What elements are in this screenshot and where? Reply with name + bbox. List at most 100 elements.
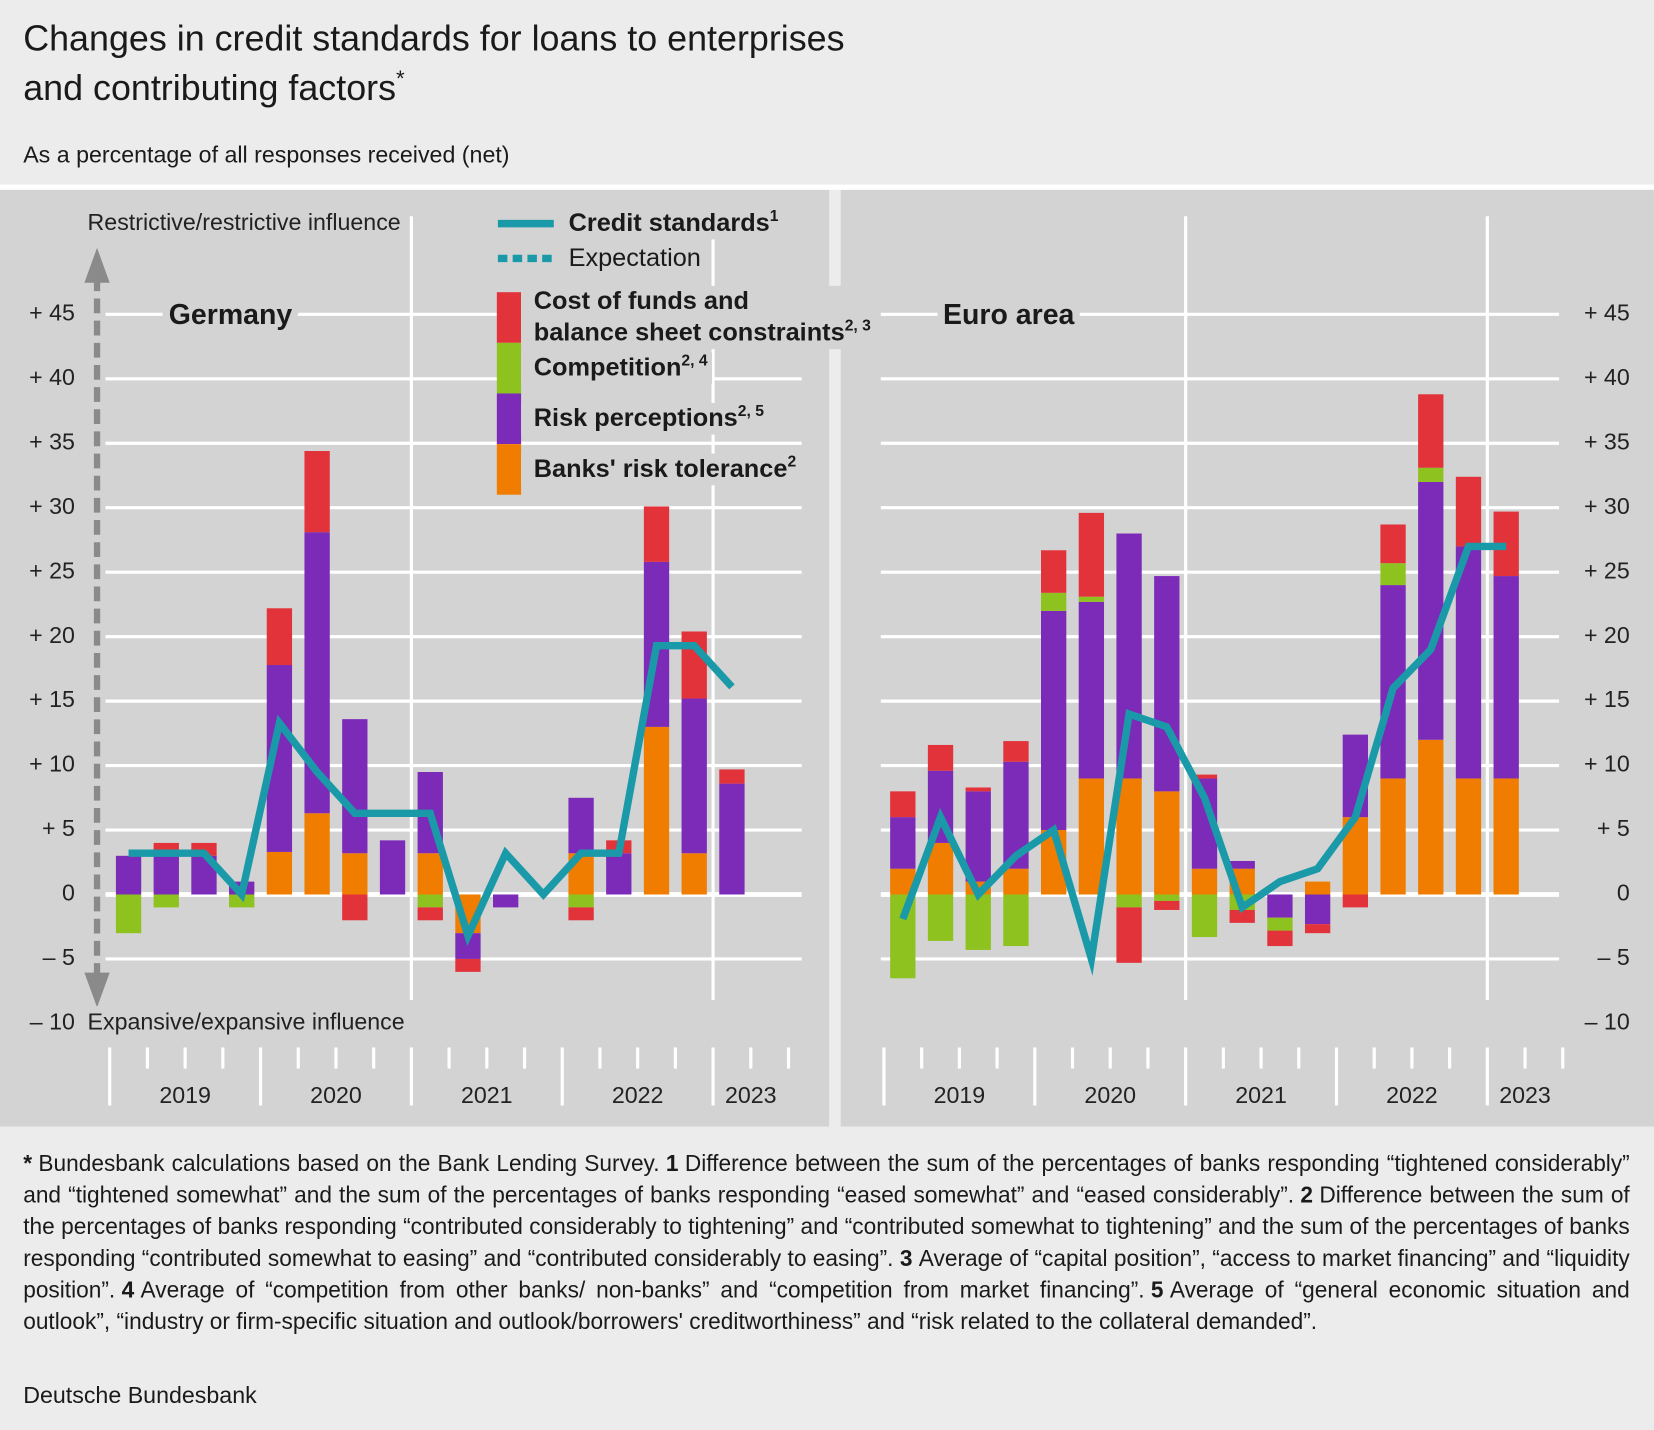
footnote-marker: 1	[665, 1150, 679, 1177]
bar-segment	[1003, 868, 1029, 895]
bar-segment	[965, 787, 991, 792]
legend-name: Risk perceptions	[533, 404, 738, 433]
year-label: 2021	[1235, 1082, 1287, 1108]
year-label: 2020	[1084, 1082, 1136, 1108]
footnote-text: Bundesbank calculations based on the Ban…	[38, 1150, 660, 1177]
bar-segment	[266, 608, 293, 666]
bar-segment	[965, 791, 991, 882]
bar-segment	[681, 853, 707, 895]
legend-name: Competition	[533, 353, 682, 382]
bar-segment	[1154, 576, 1180, 792]
y-tick-label: – 10	[30, 1009, 75, 1035]
legend-item: Cost of funds and balance sheet constrai…	[521, 285, 876, 350]
legend-swatch	[496, 444, 522, 495]
y-tick-label: – 5	[1598, 944, 1630, 970]
y-tick-label: + 15	[29, 686, 75, 712]
y-tick-label: + 25	[1584, 557, 1630, 583]
arrow-head	[84, 247, 110, 283]
bar-segment	[417, 894, 443, 908]
legend-name: Expectation	[568, 243, 701, 273]
y-tick-label: + 40	[29, 364, 75, 390]
footnote-marker: 3	[899, 1245, 913, 1272]
year-label: 2023	[1499, 1082, 1551, 1108]
bar-segment	[1304, 881, 1331, 895]
bar-segment	[417, 853, 443, 895]
bar-segment	[1267, 917, 1293, 931]
bar-segment	[1380, 524, 1406, 564]
bar-segment	[1380, 778, 1406, 895]
bar-segment	[1455, 778, 1482, 895]
bar-segment	[342, 853, 368, 895]
bar-segment	[1116, 533, 1142, 779]
footnote-text: Difference between the sum of the percen…	[23, 1150, 1630, 1208]
y-tick-label: + 15	[1584, 686, 1630, 712]
legend-note: 2, 3	[844, 317, 871, 335]
bar-segment	[927, 894, 954, 941]
annotation: Restrictive/restrictive influence	[88, 209, 401, 235]
bar-segment	[1418, 394, 1444, 468]
bar-segment	[1418, 467, 1444, 482]
bar-segment	[681, 631, 707, 699]
footnotes: * Bundesbank calculations based on the Ba…	[23, 1148, 1630, 1338]
source: Deutsche Bundesbank	[23, 1381, 257, 1409]
subtitle: As a percentage of all responses receive…	[23, 141, 510, 168]
year-label: 2019	[159, 1082, 211, 1108]
bar-segment	[493, 894, 519, 908]
bar-segment	[1191, 894, 1218, 938]
bar-segment	[1455, 546, 1482, 779]
legend-name: Banks' risk tolerance	[533, 454, 788, 484]
bar-segment	[1267, 930, 1293, 947]
legend-item: Banks' risk tolerance2	[521, 444, 801, 495]
bar-segment	[1078, 601, 1105, 779]
legend-item: Competition2, 4	[521, 343, 712, 394]
footnote-marker: 4	[121, 1277, 135, 1303]
legend-label: Competition2, 4	[521, 352, 712, 384]
bar-segment	[1078, 596, 1105, 602]
bar-segment	[1418, 739, 1444, 895]
footnote-marker: *	[23, 1150, 33, 1177]
bar-segment	[890, 817, 916, 869]
bar-segment	[153, 855, 179, 895]
bar-segment	[1304, 924, 1331, 934]
year-label: 2022	[612, 1082, 664, 1108]
bar-segment	[379, 840, 406, 895]
plot: 2019 2020 2021 2022 2023 2019 2020 2021 2022 2023	[105, 216, 1565, 1108]
legend-note: 2	[787, 453, 797, 471]
y-tick-label: + 35	[29, 428, 75, 454]
y-tick-label: + 40	[1584, 364, 1630, 390]
y-tick-label: + 10	[1584, 751, 1630, 777]
bar-segment	[568, 907, 594, 921]
bar-segment	[304, 451, 330, 533]
bar-segment	[417, 907, 443, 921]
bar-segment	[1041, 610, 1067, 831]
footnote-text: Average of “general economic situation a…	[23, 1277, 1630, 1335]
footnote-text: Average of “competition from other banks…	[140, 1277, 1145, 1303]
bar-segment	[1493, 778, 1519, 895]
title-note: *	[396, 66, 405, 92]
bar-segment	[1229, 909, 1255, 923]
bar-segment	[1003, 894, 1029, 947]
y-tick-label: 0	[1617, 880, 1630, 906]
bar-segment	[1078, 512, 1105, 597]
legend-note: 2, 5	[737, 403, 764, 421]
legend-label: Credit standards1	[555, 207, 783, 240]
bar-segment	[1041, 592, 1067, 611]
bar-segment	[1041, 550, 1067, 593]
y-tick-label: – 10	[1585, 1009, 1630, 1035]
bar-segment	[342, 719, 368, 854]
bar-segment	[342, 894, 368, 921]
bar-segment	[1455, 476, 1482, 547]
bar-segment	[1154, 900, 1180, 910]
legend-note: 2, 4	[681, 352, 708, 370]
y-tick-label: + 20	[29, 622, 75, 648]
bar-segment	[965, 894, 991, 950]
year-label: 2022	[1386, 1082, 1438, 1108]
year-label: 2019	[934, 1082, 986, 1108]
legend-label: Banks' risk tolerance2	[521, 453, 801, 486]
legend-name: Cost of funds and balance sheet constrai…	[533, 286, 845, 348]
y-tick-label: + 45	[29, 299, 75, 325]
footnote-text: Average of “capital position”, “access t…	[23, 1245, 1630, 1303]
bar-segment	[1191, 774, 1218, 779]
credit-line	[128, 641, 735, 947]
y-tick-label: + 45	[1584, 299, 1630, 325]
